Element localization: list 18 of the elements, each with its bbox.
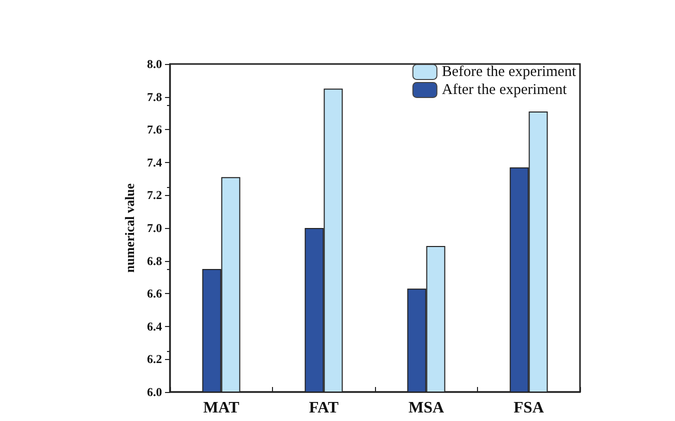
x-tick-label: FAT [308, 400, 339, 416]
x-tick-label: FSA [514, 400, 544, 416]
y-tick-label: 6.6 [147, 286, 162, 301]
legend-label: Before the experiment [442, 64, 577, 80]
y-tick-label: 7.0 [147, 221, 162, 235]
y-tick-label: 7.8 [147, 90, 162, 104]
y-tick-label: 7.4 [147, 155, 162, 170]
y-tick-label: 7.6 [147, 122, 162, 137]
legend-label: After the experiment [442, 82, 568, 98]
y-axis-title: numerical value [122, 183, 137, 273]
y-tick-label: 8.0 [147, 57, 162, 71]
y-tick-label: 7.2 [147, 188, 162, 202]
x-tick-label: MSA [408, 400, 444, 416]
y-tick-label: 6.8 [147, 254, 162, 268]
x-tick-label: MAT [203, 400, 240, 416]
y-tick-label: 6.2 [147, 352, 162, 366]
y-tick-label: 6.4 [147, 319, 162, 334]
y-tick-label: 6.0 [147, 385, 162, 399]
